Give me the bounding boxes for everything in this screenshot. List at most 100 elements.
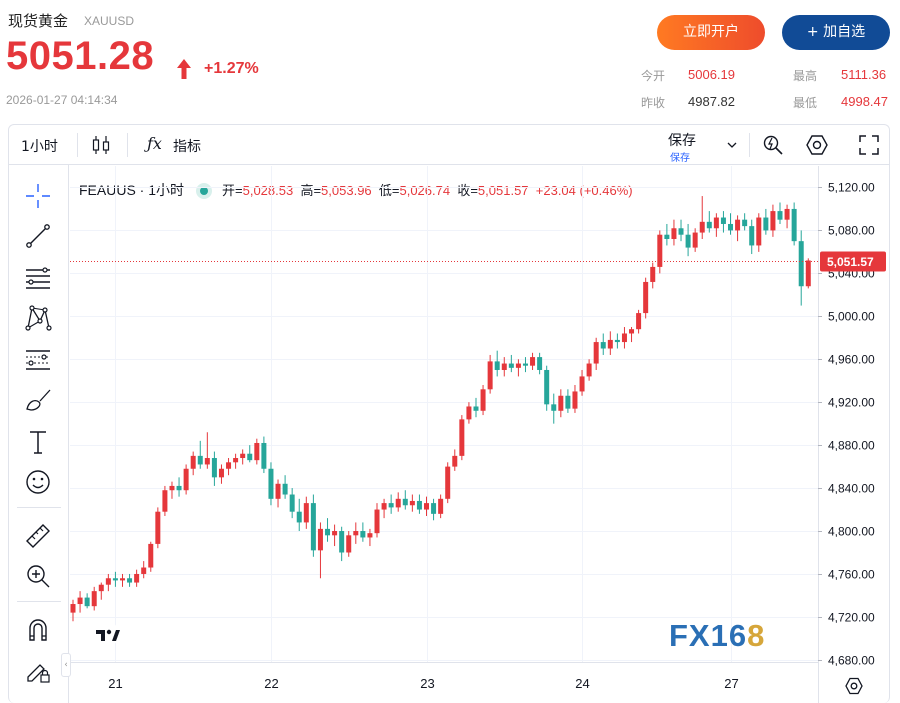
interval-selector[interactable]: 1小时: [21, 139, 58, 155]
candle-body: [607, 339, 613, 349]
candle-body: [381, 503, 387, 510]
candle-body: [141, 567, 147, 574]
market-status-dot: [200, 187, 209, 196]
candle-body: [763, 217, 769, 231]
instrument-symbol: XAUUSD: [84, 14, 135, 28]
legend-low-label: 低=: [378, 183, 400, 198]
open-account-button[interactable]: 立即开户: [657, 15, 765, 50]
legend-low-value: 5,026.74: [399, 183, 451, 198]
legend-change: +23.04 (+0.46%): [535, 183, 633, 198]
watermark-part2: 8: [747, 618, 766, 653]
candle-body: [522, 363, 528, 366]
candle-body: [784, 208, 790, 220]
candle-body: [431, 503, 437, 514]
pattern-icon[interactable]: [23, 303, 53, 333]
high-label: 最高: [793, 69, 818, 83]
candle-body: [233, 458, 239, 463]
candle-body: [480, 389, 486, 411]
candle-body: [445, 466, 451, 499]
price-tick-label: 4,920.00: [828, 396, 875, 410]
candle-body: [282, 483, 288, 495]
candle-body: [508, 363, 514, 368]
watermark-part1: FX16: [669, 618, 748, 653]
candle-body: [261, 442, 267, 469]
text-tool-icon[interactable]: [23, 427, 53, 457]
ruler-icon[interactable]: [23, 521, 53, 551]
high-value: 5111.36: [841, 67, 887, 82]
candle-body: [713, 217, 719, 229]
emoji-icon[interactable]: [23, 467, 53, 497]
candle-body: [629, 329, 635, 334]
candle-body: [685, 234, 691, 248]
legend-open-label: 开=: [222, 183, 243, 198]
brush-icon[interactable]: [23, 385, 53, 415]
candle-body: [211, 458, 217, 478]
candle-body: [84, 597, 90, 607]
candle-body: [226, 462, 232, 469]
price-tick-label: 5,080.00: [828, 224, 875, 238]
candle-body: [621, 333, 627, 343]
candle-body: [155, 511, 161, 544]
ohlc-legend: FEAUUS · 1小时 开=5,028.53 高=5,053.96 低=5,02…: [79, 180, 633, 200]
lock-drawing-icon[interactable]: [23, 655, 53, 685]
candle-body: [268, 468, 274, 499]
save-button[interactable]: 保存: [668, 133, 696, 149]
trend-line-icon[interactable]: [23, 221, 53, 251]
price-chart[interactable]: 5,120.005,080.005,040.005,000.004,960.00…: [70, 166, 889, 703]
candle-body: [416, 500, 422, 510]
candle-body: [558, 395, 564, 411]
time-tick-label: 23: [420, 676, 434, 691]
candle-body: [296, 511, 302, 523]
candle-body: [240, 453, 246, 459]
indicators-icon[interactable]: ƒx: [147, 134, 162, 153]
candle-body: [360, 531, 366, 538]
candle-body: [770, 211, 776, 231]
fib-retracement-icon[interactable]: [23, 263, 53, 293]
zoom-in-icon[interactable]: [23, 561, 53, 591]
candlestick-type-icon[interactable]: [91, 134, 111, 156]
candle-body: [544, 369, 550, 405]
candle-body: [530, 357, 536, 366]
candle-body: [424, 503, 429, 510]
crosshair-icon[interactable]: [23, 181, 53, 211]
candle-body: [756, 217, 762, 246]
add-watchlist-button[interactable]: + 加自选: [782, 15, 890, 50]
candle-body: [487, 361, 493, 390]
collapse-toolbar-button[interactable]: ‹: [61, 653, 71, 677]
candle-body: [671, 228, 677, 240]
last-price-tag: [820, 251, 886, 272]
candle-body: [176, 485, 182, 491]
candle-body: [409, 500, 415, 506]
candle-body: [501, 363, 507, 370]
candle-body: [551, 404, 557, 411]
candle-body: [119, 578, 125, 581]
magnet-icon[interactable]: [23, 615, 53, 645]
timestamp: 2026-01-27 04:14:34: [6, 93, 118, 107]
legend-open-value: 5,028.53: [242, 183, 294, 198]
settings-hexagon-icon[interactable]: [805, 133, 829, 157]
save-sublabel: 保存: [670, 153, 690, 164]
forecast-icon[interactable]: [23, 345, 53, 375]
axis-settings-icon[interactable]: [844, 676, 864, 696]
quick-search-icon[interactable]: [761, 133, 785, 157]
fx168-watermark: FX168: [669, 618, 765, 654]
candle-body: [643, 281, 649, 314]
time-tick-label: 24: [575, 676, 589, 691]
candle-body: [537, 357, 543, 370]
chevron-down-icon[interactable]: [727, 141, 737, 149]
candle-body: [91, 591, 97, 607]
candle-body: [70, 604, 76, 613]
candle-body: [728, 223, 734, 231]
prev-close-label: 昨收: [641, 96, 666, 110]
candle-body: [254, 442, 260, 461]
open-label: 今开: [641, 69, 666, 83]
indicators-button[interactable]: 指标: [173, 139, 201, 155]
legend-high-label: 高=: [300, 183, 322, 198]
candle-body: [204, 458, 210, 465]
candle-body: [678, 228, 684, 235]
candle-body: [565, 395, 571, 409]
candle-body: [473, 406, 479, 411]
candle-body: [332, 531, 338, 536]
fullscreen-icon[interactable]: [858, 134, 880, 156]
candle-body: [805, 260, 811, 287]
